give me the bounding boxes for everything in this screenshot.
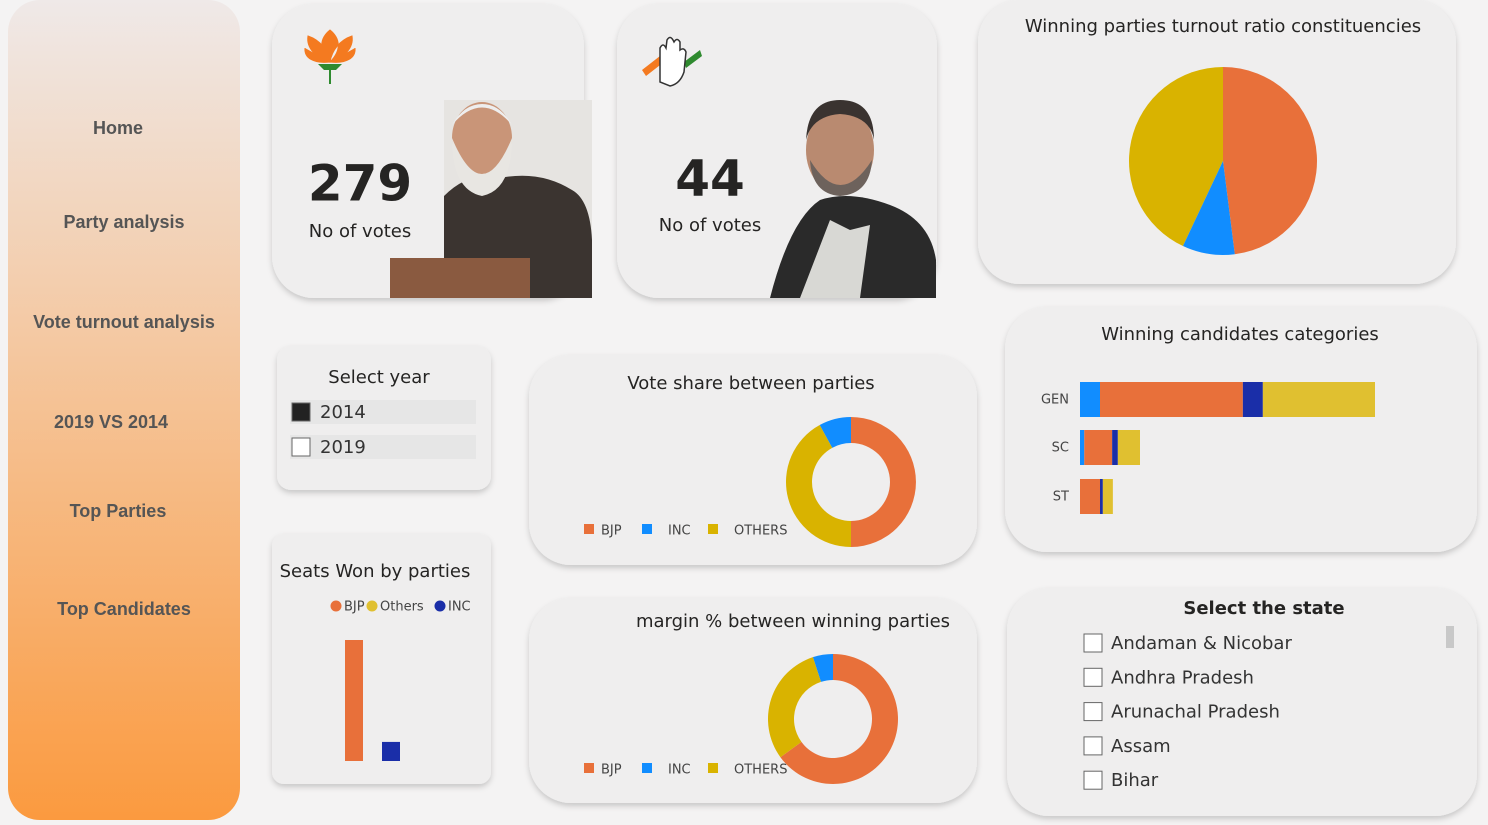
checkbox[interactable]: [1083, 770, 1103, 790]
legend-marker: [584, 763, 594, 773]
nav-link[interactable]: Party analysis: [63, 212, 184, 232]
bar: [345, 640, 363, 761]
chart-title: Winning parties turnout ratio constituen…: [1025, 16, 1421, 37]
legend-marker: [366, 600, 378, 612]
bar-segment: [1084, 430, 1113, 465]
slicer-option[interactable]: 2019: [320, 437, 366, 458]
legend-marker: [708, 763, 718, 773]
bar-segment: [1112, 430, 1118, 465]
slice: [1129, 67, 1223, 247]
inc-logo: [642, 36, 702, 87]
legend-label: INC: [668, 763, 691, 778]
card-value: 44: [675, 150, 745, 208]
legend-label: OTHERS: [734, 763, 787, 778]
checkbox[interactable]: [1083, 633, 1103, 653]
chart-title: margin % between winning parties: [636, 611, 950, 632]
nav-link[interactable]: Vote turnout analysis: [33, 312, 215, 332]
checkbox[interactable]: [291, 402, 311, 422]
slice: [768, 657, 821, 758]
card-value: 279: [308, 155, 412, 213]
legend-marker: [584, 524, 594, 534]
slicer-title: Select the state: [1183, 598, 1344, 619]
bar-segment: [1262, 382, 1375, 417]
slicer-option[interactable]: Bihar: [1111, 770, 1159, 791]
bar-segment: [1080, 430, 1085, 465]
legend-label: Others: [380, 600, 424, 615]
checkbox[interactable]: [1083, 667, 1103, 687]
bjp-logo: [304, 29, 356, 84]
slicer-option[interactable]: Arunachal Pradesh: [1111, 702, 1280, 723]
sidebar: [8, 0, 240, 820]
card-label: No of votes: [659, 215, 761, 236]
bar-segment: [1100, 382, 1243, 417]
slicer-row[interactable]: [290, 435, 476, 459]
checkbox[interactable]: [1083, 736, 1103, 756]
legend-label: INC: [448, 600, 471, 615]
modi-photo: [390, 100, 592, 298]
legend-marker: [708, 524, 718, 534]
slicer-title: Select year: [328, 367, 430, 388]
bar-segment: [1117, 430, 1140, 465]
slicer-option[interactable]: Andhra Pradesh: [1111, 667, 1254, 688]
slicer-option[interactable]: Assam: [1111, 736, 1171, 757]
slice: [780, 654, 899, 784]
bar-segment: [1100, 479, 1103, 514]
checkbox[interactable]: [291, 437, 311, 457]
y-tick-label: SC: [1052, 441, 1069, 456]
slice: [1223, 67, 1318, 255]
bar-segment: [1080, 479, 1100, 514]
legend-label: INC: [668, 524, 691, 539]
nav-link[interactable]: Top Candidates: [57, 599, 191, 619]
y-tick-label: ST: [1053, 490, 1069, 505]
bar: [382, 741, 400, 761]
legend-label: BJP: [601, 524, 622, 539]
rahul-photo: [770, 100, 936, 298]
slicer-option[interactable]: 2014: [320, 402, 366, 423]
slice: [786, 425, 851, 547]
slicer-option[interactable]: Andaman & Nicobar: [1111, 633, 1292, 654]
scrollbar[interactable]: [1446, 626, 1454, 648]
slicer-row[interactable]: [290, 400, 476, 424]
nav-link[interactable]: 2019 VS 2014: [54, 412, 168, 432]
checkbox[interactable]: [1083, 702, 1103, 722]
nav-link[interactable]: Top Parties: [70, 501, 167, 521]
chart-title: Winning candidates categories: [1101, 324, 1379, 345]
legend-label: BJP: [601, 763, 622, 778]
legend-marker: [642, 763, 652, 773]
slice: [819, 417, 851, 448]
nav-link[interactable]: Home: [93, 118, 143, 138]
bar-segment: [1080, 382, 1100, 417]
bar-segment: [1242, 382, 1263, 417]
y-tick-label: GEN: [1041, 393, 1069, 408]
card-label: No of votes: [309, 221, 411, 242]
bar-segment: [1102, 479, 1113, 514]
slice: [851, 417, 916, 547]
chart-title: Seats Won by parties: [280, 561, 471, 582]
chart-title: Vote share between parties: [627, 373, 874, 394]
slice: [812, 654, 833, 682]
legend-marker: [434, 600, 446, 612]
slice: [1182, 161, 1235, 255]
legend-marker: [642, 524, 652, 534]
legend-label: OTHERS: [734, 524, 787, 539]
legend-marker: [330, 600, 342, 612]
legend-label: BJP: [344, 600, 365, 615]
